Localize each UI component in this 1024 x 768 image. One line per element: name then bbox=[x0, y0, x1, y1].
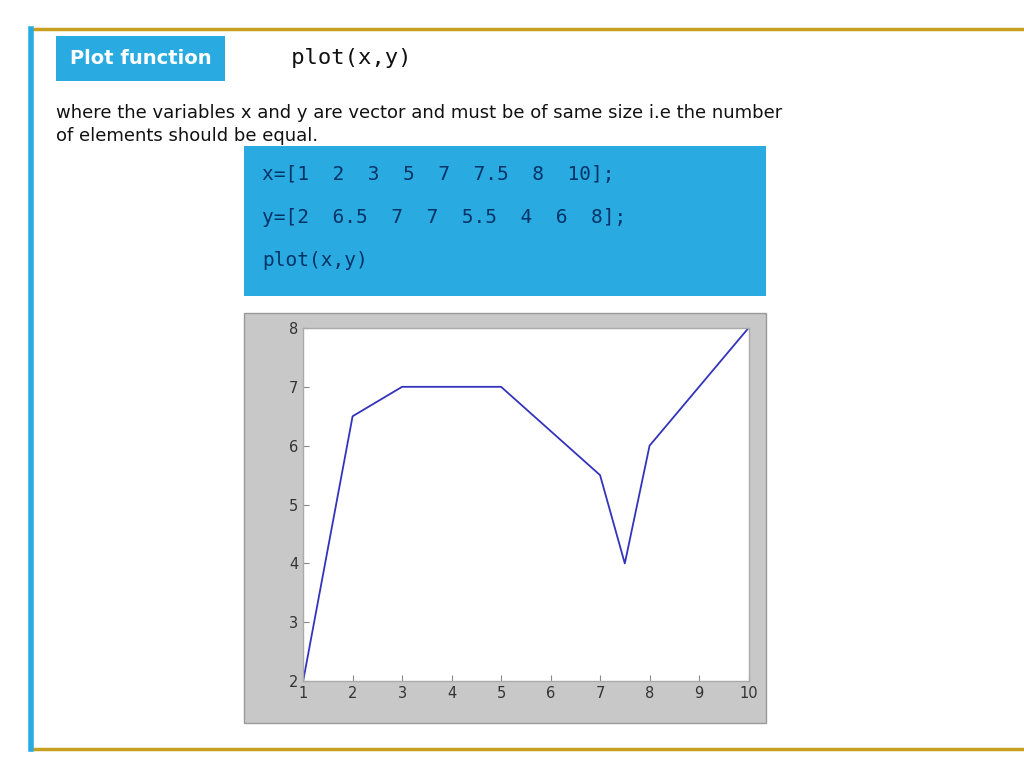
Text: plot(x,y): plot(x,y) bbox=[262, 250, 368, 270]
Text: where the variables x and y are vector and must be of same size i.e the number: where the variables x and y are vector a… bbox=[56, 104, 782, 121]
Text: of elements should be equal.: of elements should be equal. bbox=[56, 127, 318, 144]
Text: Plot function: Plot function bbox=[70, 49, 212, 68]
Text: y=[2  6.5  7  7  5.5  4  6  8];: y=[2 6.5 7 7 5.5 4 6 8]; bbox=[262, 208, 627, 227]
Text: x=[1  2  3  5  7  7.5  8  10];: x=[1 2 3 5 7 7.5 8 10]; bbox=[262, 165, 614, 184]
Text: plot(x,y): plot(x,y) bbox=[251, 48, 412, 68]
